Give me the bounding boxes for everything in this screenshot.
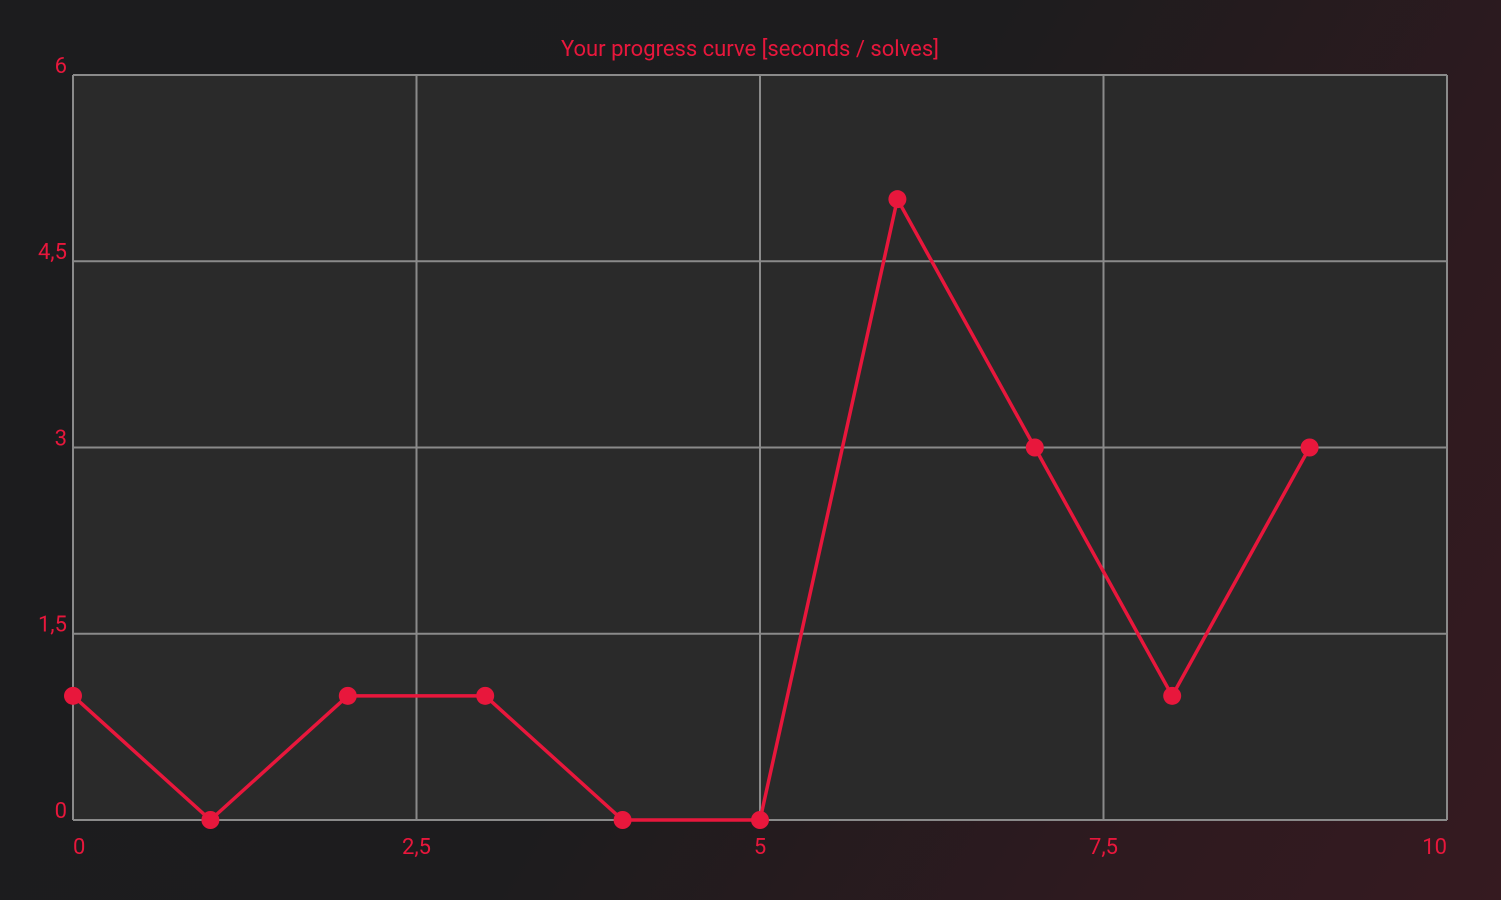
x-tick-label: 2,5	[402, 835, 431, 860]
data-point	[751, 811, 769, 829]
y-tick-label: 0	[55, 799, 67, 824]
y-tick-label: 1,5	[38, 613, 67, 638]
chart-title: Your progress curve [seconds / solves]	[561, 37, 939, 62]
data-point	[64, 686, 82, 705]
x-tick-label: 10	[1422, 835, 1447, 860]
data-point	[1300, 438, 1319, 457]
x-tick-label: 7,5	[1089, 835, 1118, 860]
series-line	[71, 197, 1312, 822]
x-tick-label: 0	[73, 835, 85, 860]
y-tick-label: 3	[55, 426, 67, 451]
data-point	[888, 190, 907, 209]
data-point	[613, 811, 632, 829]
y-tick-label: 6	[55, 54, 67, 79]
data-point	[1163, 686, 1182, 705]
data-point	[476, 686, 495, 705]
data-point	[201, 811, 220, 829]
data-point	[1025, 438, 1044, 457]
y-tick-label: 4,5	[38, 240, 67, 265]
x-tick-label: 5	[754, 835, 766, 860]
data-point	[338, 686, 357, 705]
